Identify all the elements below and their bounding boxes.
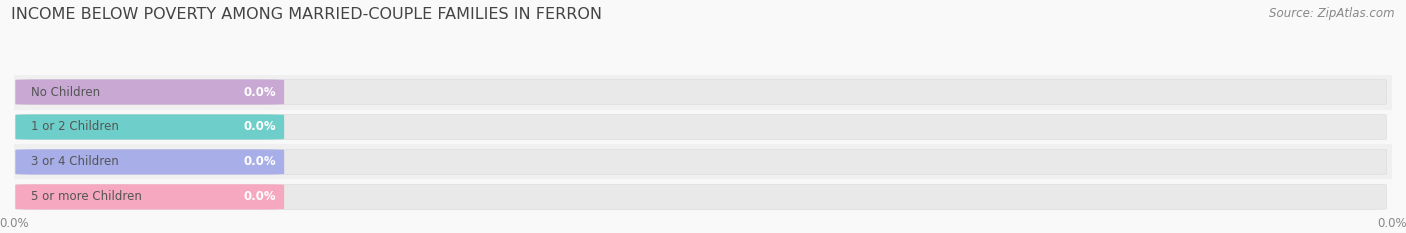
FancyBboxPatch shape [7, 179, 1399, 214]
FancyBboxPatch shape [15, 184, 284, 209]
FancyBboxPatch shape [7, 75, 1399, 110]
Text: 0.0%: 0.0% [243, 120, 276, 134]
Text: 0.0%: 0.0% [243, 86, 276, 99]
FancyBboxPatch shape [15, 184, 1386, 209]
FancyBboxPatch shape [7, 144, 1399, 179]
Text: 0.0%: 0.0% [243, 155, 276, 168]
FancyBboxPatch shape [15, 114, 1386, 140]
Text: 5 or more Children: 5 or more Children [31, 190, 142, 203]
Text: Source: ZipAtlas.com: Source: ZipAtlas.com [1270, 7, 1395, 20]
FancyBboxPatch shape [15, 79, 284, 105]
FancyBboxPatch shape [15, 149, 1386, 175]
Text: 1 or 2 Children: 1 or 2 Children [31, 120, 118, 134]
FancyBboxPatch shape [15, 149, 284, 175]
FancyBboxPatch shape [15, 79, 1386, 105]
FancyBboxPatch shape [15, 114, 284, 140]
Text: No Children: No Children [31, 86, 100, 99]
Text: 3 or 4 Children: 3 or 4 Children [31, 155, 118, 168]
Text: 0.0%: 0.0% [243, 190, 276, 203]
FancyBboxPatch shape [7, 110, 1399, 144]
Text: INCOME BELOW POVERTY AMONG MARRIED-COUPLE FAMILIES IN FERRON: INCOME BELOW POVERTY AMONG MARRIED-COUPL… [11, 7, 602, 22]
